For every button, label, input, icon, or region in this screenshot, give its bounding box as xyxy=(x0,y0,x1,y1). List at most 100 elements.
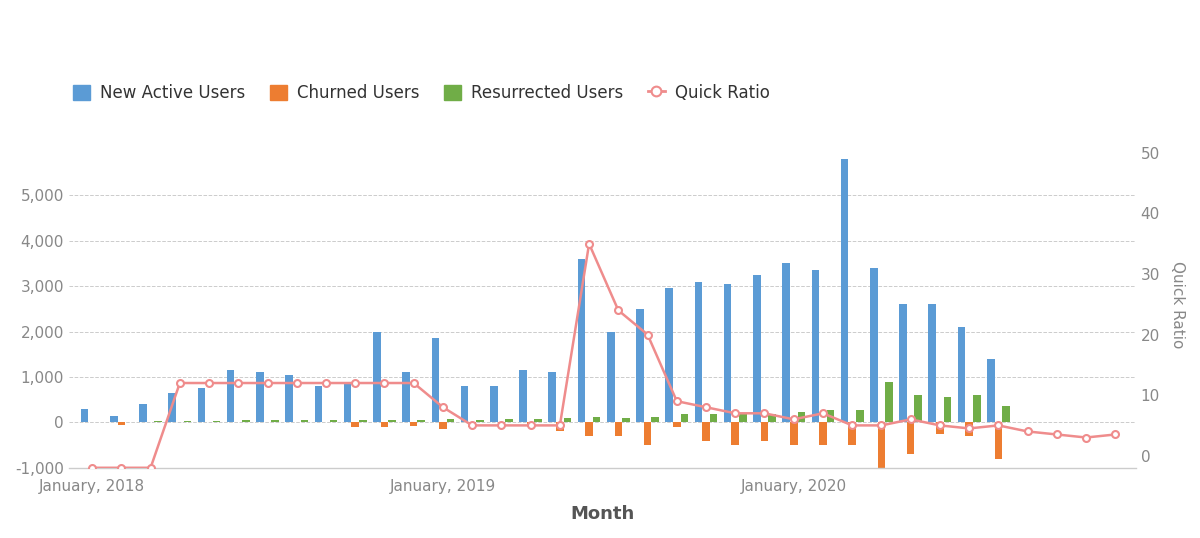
Quick Ratio xyxy=(232,380,246,386)
Bar xyxy=(702,422,710,441)
Bar xyxy=(80,409,89,422)
Bar xyxy=(782,264,790,422)
Quick Ratio xyxy=(436,404,450,410)
Bar xyxy=(564,418,571,422)
Bar xyxy=(155,421,162,422)
Bar xyxy=(827,409,834,422)
Bar xyxy=(973,395,980,422)
Bar xyxy=(300,420,308,422)
Bar xyxy=(520,370,527,422)
Bar xyxy=(622,418,630,422)
Bar xyxy=(680,414,688,422)
Quick Ratio xyxy=(289,380,304,386)
Quick Ratio xyxy=(641,331,655,338)
Bar xyxy=(841,159,848,422)
Y-axis label: Quick Ratio: Quick Ratio xyxy=(1170,260,1186,348)
Bar xyxy=(965,422,973,436)
Bar xyxy=(380,422,389,427)
Bar xyxy=(184,421,191,422)
Bar xyxy=(402,372,410,422)
Bar xyxy=(754,275,761,422)
Quick Ratio xyxy=(611,307,625,314)
Bar xyxy=(899,305,907,422)
Bar xyxy=(636,309,643,422)
Bar xyxy=(389,420,396,422)
Bar xyxy=(877,422,886,484)
Bar xyxy=(710,414,718,422)
Quick Ratio xyxy=(1108,431,1122,438)
Bar xyxy=(986,359,995,422)
Quick Ratio xyxy=(143,464,157,471)
Bar xyxy=(168,393,176,422)
Bar xyxy=(410,422,418,426)
Quick Ratio xyxy=(494,422,509,429)
Quick Ratio xyxy=(786,416,800,422)
Bar xyxy=(586,422,593,436)
X-axis label: Month: Month xyxy=(570,505,635,523)
Bar xyxy=(995,422,1002,459)
Bar xyxy=(439,422,446,429)
Bar xyxy=(548,372,556,422)
Quick Ratio xyxy=(728,410,743,416)
Bar xyxy=(352,422,359,427)
Bar xyxy=(271,420,278,422)
Bar xyxy=(607,331,614,422)
Quick Ratio xyxy=(173,380,187,386)
Bar xyxy=(652,417,659,422)
Bar xyxy=(286,374,293,422)
Bar xyxy=(732,422,739,445)
Bar xyxy=(593,417,600,422)
Quick Ratio xyxy=(1079,434,1093,441)
Bar xyxy=(914,395,922,422)
Bar xyxy=(359,420,367,422)
Bar xyxy=(330,420,337,422)
Quick Ratio xyxy=(319,380,334,386)
Bar xyxy=(673,422,680,427)
Bar xyxy=(505,419,512,422)
Bar xyxy=(344,381,352,422)
Bar xyxy=(870,268,877,422)
Bar xyxy=(256,372,264,422)
Bar xyxy=(739,413,746,422)
Quick Ratio xyxy=(670,398,684,405)
Quick Ratio xyxy=(523,422,538,429)
Bar xyxy=(468,422,476,427)
Quick Ratio xyxy=(904,416,918,422)
Bar xyxy=(958,327,965,422)
Bar xyxy=(1002,407,1009,422)
Bar xyxy=(242,420,250,422)
Bar xyxy=(373,331,380,422)
Bar xyxy=(665,288,673,422)
Bar xyxy=(490,386,498,422)
Quick Ratio xyxy=(816,410,830,416)
Bar xyxy=(212,421,221,422)
Quick Ratio xyxy=(260,380,275,386)
Bar xyxy=(943,398,952,422)
Quick Ratio xyxy=(553,422,568,429)
Bar xyxy=(936,422,943,434)
Bar xyxy=(527,422,534,427)
Bar xyxy=(695,281,702,422)
Quick Ratio xyxy=(1050,431,1064,438)
Bar xyxy=(476,420,484,422)
Bar xyxy=(461,386,468,422)
Bar xyxy=(820,422,827,445)
Quick Ratio xyxy=(114,464,128,471)
Quick Ratio xyxy=(582,240,596,247)
Quick Ratio xyxy=(757,410,772,416)
Bar xyxy=(929,305,936,422)
Bar xyxy=(798,413,805,422)
Bar xyxy=(556,422,564,431)
Quick Ratio xyxy=(932,422,947,429)
Quick Ratio xyxy=(85,464,100,471)
Bar xyxy=(118,422,125,424)
Quick Ratio xyxy=(348,380,362,386)
Legend: New Active Users, Churned Users, Resurrected Users, Quick Ratio: New Active Users, Churned Users, Resurre… xyxy=(66,77,776,109)
Bar xyxy=(761,422,768,441)
Quick Ratio xyxy=(875,422,889,429)
Bar xyxy=(907,422,914,454)
Bar xyxy=(577,259,586,422)
Quick Ratio xyxy=(407,380,421,386)
Bar xyxy=(724,284,732,422)
Quick Ratio xyxy=(845,422,859,429)
